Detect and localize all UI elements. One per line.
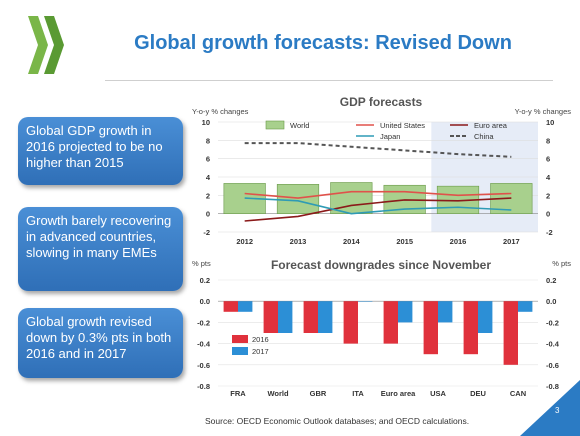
y-axis-label-left: Y-o-y % changes bbox=[192, 107, 249, 116]
oecd-logo bbox=[28, 16, 64, 74]
corner-decoration bbox=[520, 380, 580, 436]
chart-title: Forecast downgrades since November bbox=[271, 258, 491, 272]
y-tick-left: 0 bbox=[206, 210, 210, 219]
x-tick-label: CAN bbox=[510, 389, 526, 398]
x-tick-label: FRA bbox=[230, 389, 246, 398]
bar-2017 bbox=[318, 301, 333, 333]
bar-2016 bbox=[263, 301, 278, 333]
legend-label: 2017 bbox=[252, 347, 269, 356]
legend-label: 2016 bbox=[252, 335, 269, 344]
bar-2016 bbox=[423, 301, 438, 355]
y-tick-right: -0.2 bbox=[546, 318, 559, 327]
y-tick-right: 8 bbox=[546, 136, 550, 145]
bar-2017 bbox=[478, 301, 493, 333]
line-japan bbox=[244, 197, 512, 215]
bar-2017 bbox=[438, 301, 453, 323]
bar-2016 bbox=[463, 301, 478, 355]
page-number: 3 bbox=[555, 406, 560, 415]
callout-gdp-growth: Global GDP growth in 2016 projected to b… bbox=[18, 117, 183, 185]
legend-label: China bbox=[474, 132, 494, 141]
line-euro-area bbox=[244, 197, 512, 222]
bar-world bbox=[276, 184, 320, 214]
legend-swatch bbox=[265, 120, 285, 130]
slide-title: Global growth forecasts: Revised Down bbox=[134, 32, 512, 54]
y-tick-right: 10 bbox=[546, 118, 554, 127]
x-tick-label: GBR bbox=[310, 389, 327, 398]
bar-2017 bbox=[358, 301, 373, 302]
source-note: Source: OECD Economic Outlook databases;… bbox=[205, 416, 470, 426]
y-tick-left: 0.2 bbox=[200, 276, 210, 285]
x-tick-label: 2017 bbox=[503, 237, 520, 246]
line-china bbox=[244, 142, 512, 158]
legend-swatch bbox=[232, 335, 248, 343]
y-tick-left: 2 bbox=[206, 191, 210, 200]
y-tick-right: 4 bbox=[546, 173, 551, 182]
legend-label: Japan bbox=[380, 132, 400, 141]
bar-2017 bbox=[398, 301, 413, 323]
bar-2016 bbox=[503, 301, 518, 365]
bar-2017 bbox=[278, 301, 293, 333]
legend-swatch bbox=[232, 347, 248, 355]
x-tick-label: 2012 bbox=[236, 237, 253, 246]
bar-2017 bbox=[518, 301, 533, 312]
x-tick-label: ITA bbox=[352, 389, 364, 398]
title-divider bbox=[105, 80, 553, 81]
x-tick-label: DEU bbox=[470, 389, 486, 398]
y-tick-left: 8 bbox=[206, 136, 210, 145]
y-tick-left: 10 bbox=[202, 118, 210, 127]
y-tick-right: -0.6 bbox=[546, 361, 559, 370]
logo-chevron-left bbox=[28, 16, 48, 74]
logo-chevron-right bbox=[44, 16, 64, 74]
y-tick-left: -0.8 bbox=[197, 382, 210, 391]
y-tick-right: 0 bbox=[546, 210, 550, 219]
y-tick-right: -2 bbox=[546, 228, 553, 237]
y-tick-right: 6 bbox=[546, 155, 550, 164]
x-tick-label: 2014 bbox=[343, 237, 361, 246]
y-tick-right: 2 bbox=[546, 191, 550, 200]
legend-label: Euro area bbox=[474, 121, 508, 130]
y-tick-right: -0.8 bbox=[546, 382, 559, 391]
forecast-downgrades-chart: -0.8 -0.8 -0.6 -0.6 -0.4 -0.4 -0.2 -0.2 0.0 0.0 0.… bbox=[192, 258, 571, 398]
y-tick-right: 0.0 bbox=[546, 297, 556, 306]
y-tick-right: 0.2 bbox=[546, 276, 556, 285]
y-tick-left: -0.6 bbox=[197, 361, 210, 370]
legend-label: United States bbox=[380, 121, 425, 130]
y-tick-left: 6 bbox=[206, 155, 210, 164]
chart-panel: -2 -2 0 0 2 2 4 4 6 6 8 8 10 10 2012 2013 2014 2015 2016 20… bbox=[190, 90, 573, 410]
y-axis-label-right: % pts bbox=[552, 259, 571, 268]
x-tick-label: 2015 bbox=[396, 237, 413, 246]
y-tick-left: -2 bbox=[203, 228, 210, 237]
x-tick-label: 2013 bbox=[290, 237, 307, 246]
x-tick-label: USA bbox=[430, 389, 446, 398]
legend-label: World bbox=[290, 121, 309, 130]
x-tick-label: World bbox=[267, 389, 289, 398]
bar-2016 bbox=[223, 301, 238, 312]
bar-2016 bbox=[343, 301, 358, 344]
y-tick-right: -0.4 bbox=[546, 340, 560, 349]
x-tick-label: Euro area bbox=[381, 389, 416, 398]
line-united-states bbox=[244, 190, 512, 199]
y-tick-left: 4 bbox=[206, 173, 211, 182]
bar-2016 bbox=[383, 301, 398, 344]
bar-2017 bbox=[238, 301, 253, 312]
bar-2016 bbox=[303, 301, 318, 333]
y-axis-label-left: % pts bbox=[192, 259, 211, 268]
y-tick-left: -0.4 bbox=[197, 340, 211, 349]
y-tick-left: -0.2 bbox=[197, 318, 210, 327]
chart-title: GDP forecasts bbox=[340, 95, 423, 109]
callout-revision: Global growth revised down by 0.3% pts i… bbox=[18, 308, 183, 378]
y-axis-label-right: Y-o-y % changes bbox=[515, 107, 572, 116]
callout-growth-recovery: Growth barely recovering in advanced cou… bbox=[18, 207, 183, 291]
x-tick-label: 2016 bbox=[450, 237, 467, 246]
y-tick-left: 0.0 bbox=[200, 297, 210, 306]
